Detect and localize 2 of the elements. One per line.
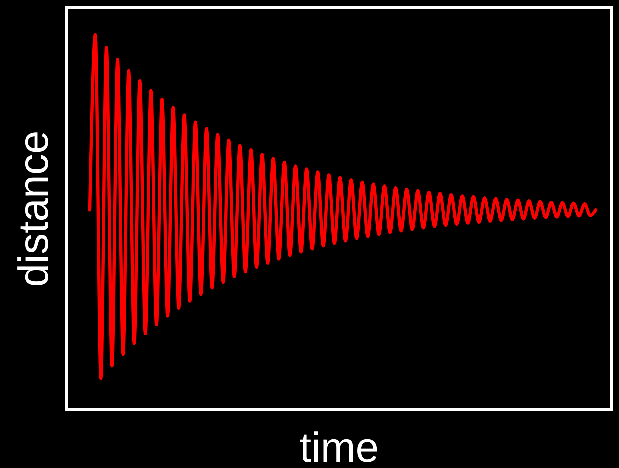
x-axis-title: time	[300, 424, 380, 468]
y-axis-title: distance	[10, 130, 57, 288]
